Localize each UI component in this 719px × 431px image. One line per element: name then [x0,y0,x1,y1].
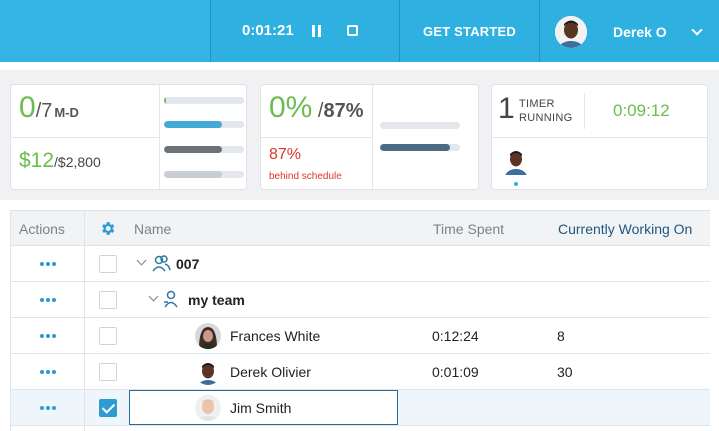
divider [261,137,372,138]
estimate-progress: 0/7 M-D [19,91,79,125]
row-name[interactable]: Frances White [230,328,321,344]
header-time-spent[interactable]: Time Spent [433,221,505,237]
column-divider [84,210,85,431]
schedule-planned: 87% [323,100,364,122]
budget-spent: $12 [19,149,55,172]
running-timer: 0:09:12 [613,101,670,120]
header-actions: Actions [19,221,65,237]
chevron-down-icon[interactable] [691,24,703,36]
budget-progress: $12/$2,800 [19,149,101,173]
estimate-unit: M-D [54,105,79,120]
divider [492,137,707,138]
actions-menu-icon[interactable] [40,298,58,302]
progress-bar [380,122,460,129]
schedule-card: 0% /87% 87% behind schedule [260,84,479,190]
actions-menu-icon[interactable] [40,370,58,374]
header-name[interactable]: Name [134,221,172,237]
timer-widget: 0:01:21 [211,0,400,62]
progress-bar [164,146,244,153]
avatar [195,359,221,385]
progress-bar-fill [164,171,223,178]
avatar [195,323,221,349]
table-header: Actions Name Time Spent Currently Workin… [11,210,710,246]
team-table: Actions Name Time Spent Currently Workin… [10,210,710,431]
progress-bar-fill [164,121,223,128]
user-name: Derek O [613,24,667,40]
row-checkbox[interactable] [99,255,117,273]
table-row[interactable]: my team [11,282,710,318]
row-checkbox[interactable] [99,399,117,417]
timer-count: 1 [498,92,515,125]
top-bar: 0:01:21 GET STARTED Derek O [0,0,719,62]
table-row[interactable]: Derek Olivier 0:01:09 30 [11,354,710,390]
table-row[interactable]: 007 [11,246,710,282]
estimate-done: 0 [19,91,36,124]
progress-bar-fill [380,144,450,151]
row-time-spent: 0:12:24 [432,328,479,344]
row-checkbox[interactable] [99,363,117,381]
budget-total: /$2,800 [54,154,101,170]
row-checkbox[interactable] [99,291,117,309]
divider [372,85,373,189]
timer-label: TIMER RUNNING [519,97,572,125]
progress-bar-fill [164,146,223,153]
divider [584,93,585,129]
pause-icon[interactable] [311,25,323,37]
table-row[interactable]: Frances White 0:12:24 8 [11,318,710,354]
progress-bar [164,171,244,178]
row-name[interactable]: my team [188,292,245,308]
estimate-card: 0/7 M-D $12/$2,800 [10,84,247,190]
behind-label: behind schedule [269,171,342,182]
timers-card: 1 TIMER RUNNING 0:09:12 [491,84,708,190]
row-name[interactable]: 007 [176,256,200,272]
header-working-on[interactable]: Currently Working On [558,221,693,237]
row-time-spent: 0:01:09 [432,364,479,380]
row-working-on[interactable]: 30 [557,364,573,380]
progress-bar [380,144,460,151]
gear-icon[interactable] [99,220,116,237]
avatar[interactable] [504,147,528,175]
name-cell-focused[interactable] [129,390,398,425]
chevron-down-icon[interactable] [136,255,147,266]
top-bar-blank [0,0,211,62]
avatar [195,395,221,421]
row-checkbox[interactable] [99,327,117,345]
timer-display: 0:01:21 [242,22,294,39]
row-working-on[interactable]: 8 [557,328,565,344]
schedule-actual: 0% [269,91,313,124]
active-indicator [514,182,518,186]
divider [11,137,159,138]
avatar [555,16,587,48]
progress-bar-fill [164,97,166,104]
timer-label-line2: RUNNING [519,112,573,124]
get-started-button[interactable]: GET STARTED [400,0,540,62]
divider [159,85,160,189]
actions-menu-icon[interactable] [40,406,58,410]
user-menu[interactable]: Derek O [540,0,719,62]
progress-bar [164,121,244,128]
estimate-total: /7 [35,100,53,122]
table-row[interactable]: Jim Smith [11,390,710,426]
actions-menu-icon[interactable] [40,262,58,266]
progress-bar [164,97,244,104]
row-name[interactable]: Jim Smith [230,400,292,416]
timer-label-line1: TIMER [519,98,555,110]
behind-percent: 87% [269,146,302,163]
stop-icon[interactable] [347,25,358,36]
team-icon [162,290,182,308]
row-name[interactable]: Derek Olivier [230,364,311,380]
group-icon [151,254,171,272]
schedule-progress: 0% /87% [269,91,364,124]
chevron-down-icon[interactable] [148,291,159,302]
actions-menu-icon[interactable] [40,334,58,338]
